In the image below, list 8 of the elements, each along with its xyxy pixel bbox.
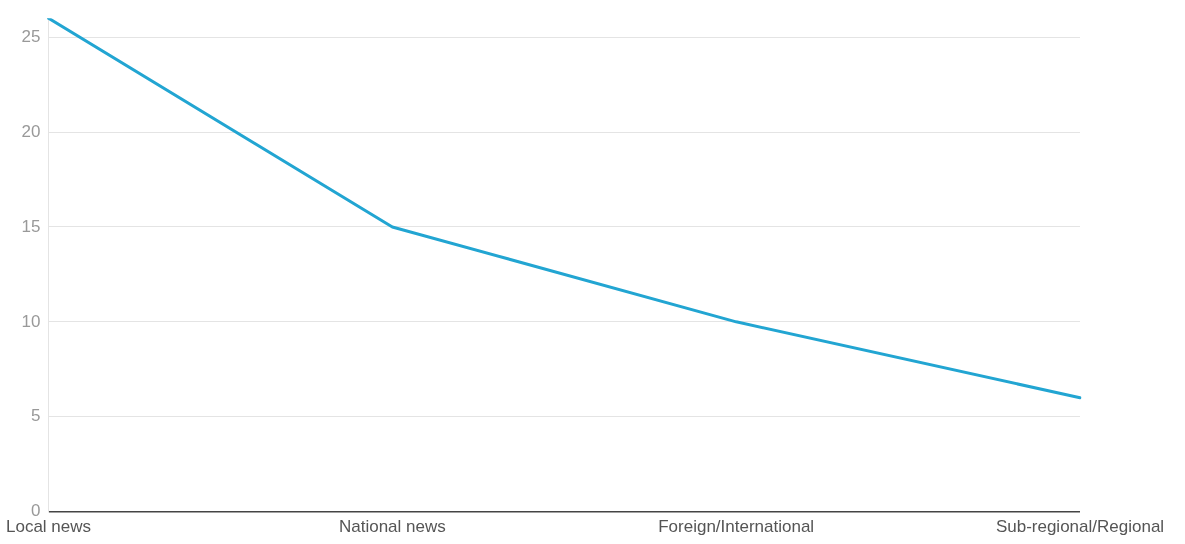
x-tick-label: Foreign/International — [658, 517, 815, 537]
x-tick-label: Sub-regional/Regional — [995, 517, 1165, 537]
y-tick-label: 10 — [21, 311, 41, 331]
y-tick-label: 5 — [31, 406, 41, 426]
y-tick-label: 15 — [21, 216, 41, 236]
x-tick-label: National news — [338, 517, 446, 537]
y-tick-label: 25 — [21, 26, 41, 46]
y-tick-label: 20 — [21, 121, 41, 141]
